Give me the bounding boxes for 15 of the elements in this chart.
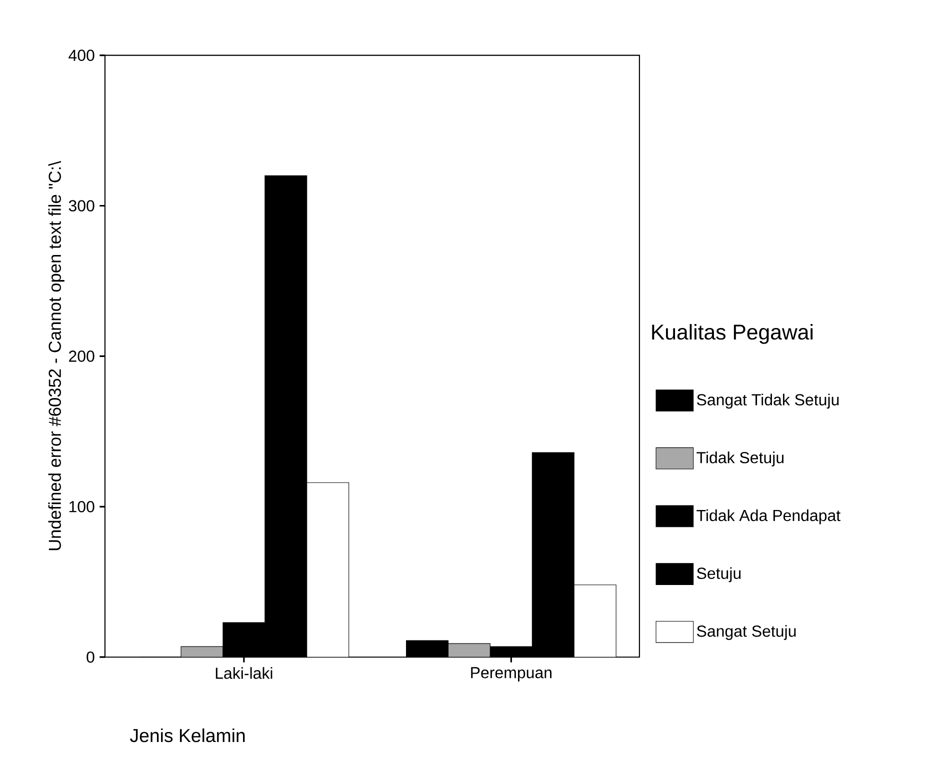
y-axis-title: Undefined error #60352 - Cannot open text file "C:\ xyxy=(48,161,64,550)
legend-title: Kualitas Pegawai xyxy=(652,324,813,344)
y-tick-label: 200 xyxy=(69,350,94,362)
y-tick-label: 100 xyxy=(69,500,94,512)
y-tick-label: 300 xyxy=(68,200,94,212)
legend-label: Sangat Tidak Setuju xyxy=(696,394,839,409)
x-tick-label: Perempuan xyxy=(471,667,552,682)
legend-label: Sangat Setuju xyxy=(696,625,796,640)
legend-label: Tidak Ada Pendapat xyxy=(696,509,840,524)
x-axis-title: Jenis Kelamin xyxy=(130,728,245,742)
y-tick-label: 0 xyxy=(86,651,94,663)
x-tick-label: Laki-laki xyxy=(216,667,272,679)
legend-label: Setuju xyxy=(696,567,741,582)
y-tick-label: 400 xyxy=(68,50,94,61)
legend-label: Tidak Setuju xyxy=(696,452,784,466)
